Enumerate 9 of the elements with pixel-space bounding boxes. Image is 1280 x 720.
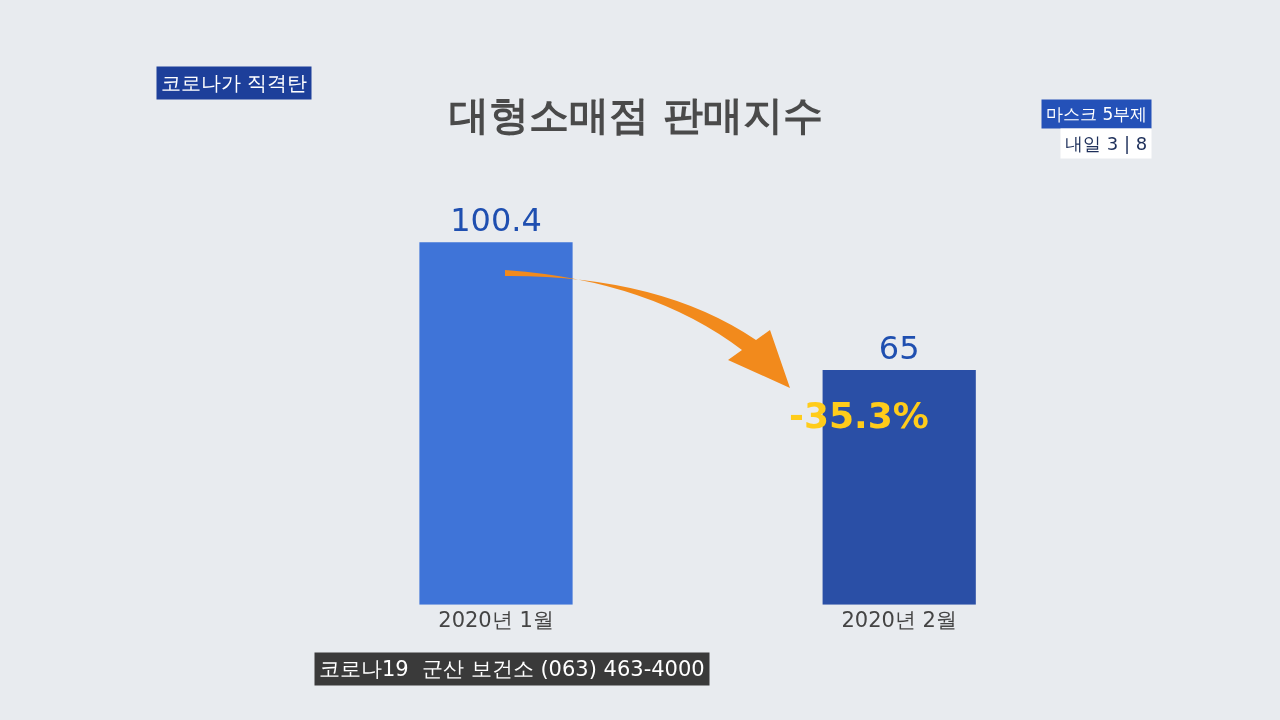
x-tick-label: 2020년 2월 <box>841 607 957 632</box>
data-label: 65 <box>878 329 920 368</box>
text: 내일 3 | 8 <box>1065 133 1148 154</box>
chart-title: 대형소매점 판매지수 <box>449 92 824 139</box>
text: 코로나19 군산 보건소 (063) 463-4000 <box>319 657 705 681</box>
text: 코로나가 직격탄 <box>161 71 308 95</box>
text: 마스크 5부제 <box>1046 104 1148 124</box>
x-tick-label: 2020년 1월 <box>438 607 554 632</box>
data-label: 100.4 <box>450 201 542 240</box>
